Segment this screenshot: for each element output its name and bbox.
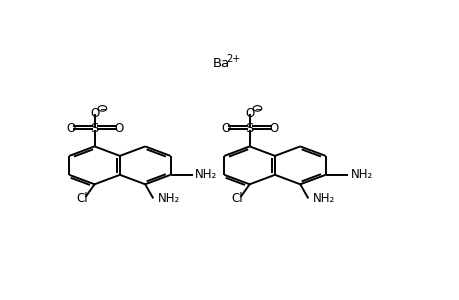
Text: O: O [221, 122, 230, 136]
Text: O: O [269, 122, 278, 136]
Text: NH₂: NH₂ [350, 168, 372, 181]
Text: −: − [98, 104, 106, 113]
Text: NH₂: NH₂ [195, 168, 217, 181]
Text: S: S [245, 122, 253, 136]
Text: S: S [90, 122, 99, 136]
Text: O: O [66, 122, 75, 136]
Text: −: − [253, 104, 261, 113]
Text: O: O [245, 107, 254, 120]
Text: Ba: Ba [212, 57, 230, 70]
Text: NH₂: NH₂ [313, 192, 335, 205]
Text: O: O [90, 107, 99, 120]
Text: Cl: Cl [230, 192, 242, 205]
Text: O: O [114, 122, 123, 136]
Text: Cl: Cl [76, 192, 87, 205]
Text: 2+: 2+ [226, 54, 240, 64]
Text: NH₂: NH₂ [158, 192, 180, 205]
